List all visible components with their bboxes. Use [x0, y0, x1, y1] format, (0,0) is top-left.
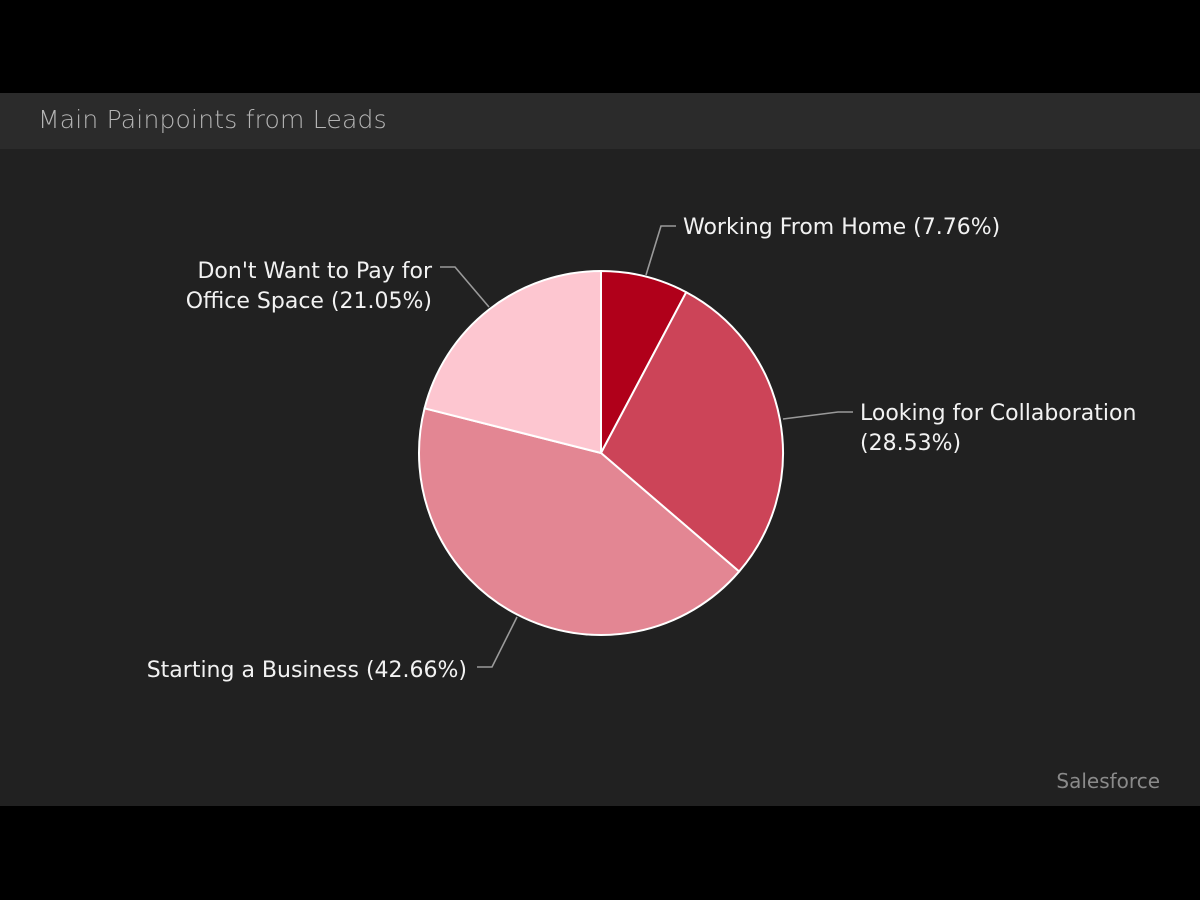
- leader-line-collab: [782, 411, 853, 420]
- label-office-space-line2: Office Space (21.05%): [186, 289, 432, 314]
- label-collaboration-line2: (28.53%): [860, 431, 961, 456]
- label-working-from-home: Working From Home (7.76%): [683, 215, 1000, 240]
- leader-line-office: [440, 266, 490, 308]
- chart-header: Main Painpoints from Leads: [0, 93, 1200, 149]
- leader-line-wfh: [645, 225, 676, 276]
- slice-looking-for-collaboration[interactable]: [600, 291, 784, 573]
- slice-starting-a-business[interactable]: [418, 407, 741, 636]
- chart-title: Main Painpoints from Leads: [38, 105, 387, 134]
- source-label: Salesforce: [1056, 769, 1160, 793]
- pie-slices: [418, 270, 784, 636]
- label-collaboration-line1: Looking for Collaboration: [860, 401, 1136, 426]
- slice-office-space[interactable]: [423, 270, 602, 454]
- chart-panel: Main Painpoints from Leads Working From …: [0, 93, 1200, 806]
- leader-line-business: [477, 616, 518, 668]
- pie-chart: Working From Home (7.76%) Looking for Co…: [147, 215, 1137, 683]
- leader-lines: [440, 225, 853, 668]
- label-office-space-line1: Don't Want to Pay for: [197, 259, 432, 284]
- label-starting-business: Starting a Business (42.66%): [147, 658, 467, 683]
